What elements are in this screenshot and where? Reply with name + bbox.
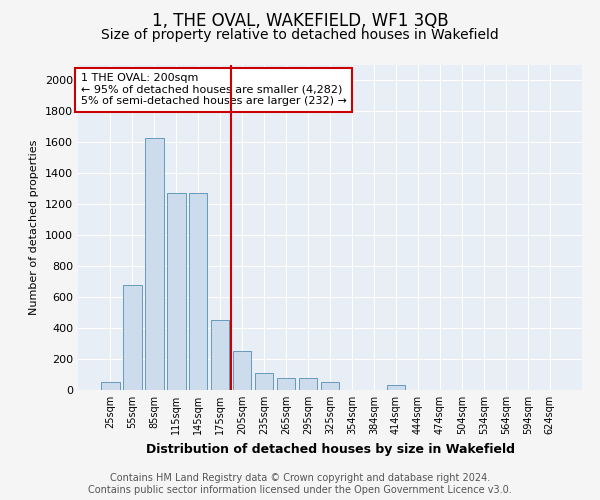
Bar <box>299 378 317 390</box>
Bar <box>320 382 340 390</box>
Text: Size of property relative to detached houses in Wakefield: Size of property relative to detached ho… <box>101 28 499 42</box>
Bar <box>123 285 142 390</box>
Bar <box>233 352 251 390</box>
Bar <box>255 373 274 390</box>
Y-axis label: Number of detached properties: Number of detached properties <box>29 140 40 315</box>
Bar <box>277 378 295 390</box>
Text: 1, THE OVAL, WAKEFIELD, WF1 3QB: 1, THE OVAL, WAKEFIELD, WF1 3QB <box>152 12 448 30</box>
Bar <box>145 138 164 390</box>
Bar <box>211 320 229 390</box>
Text: Distribution of detached houses by size in Wakefield: Distribution of detached houses by size … <box>146 442 515 456</box>
Text: Contains HM Land Registry data © Crown copyright and database right 2024.
Contai: Contains HM Land Registry data © Crown c… <box>88 474 512 495</box>
Bar <box>101 382 119 390</box>
Bar <box>167 194 185 390</box>
Bar <box>189 194 208 390</box>
Bar <box>386 386 405 390</box>
Text: 1 THE OVAL: 200sqm
← 95% of detached houses are smaller (4,282)
5% of semi-detac: 1 THE OVAL: 200sqm ← 95% of detached hou… <box>80 73 346 106</box>
